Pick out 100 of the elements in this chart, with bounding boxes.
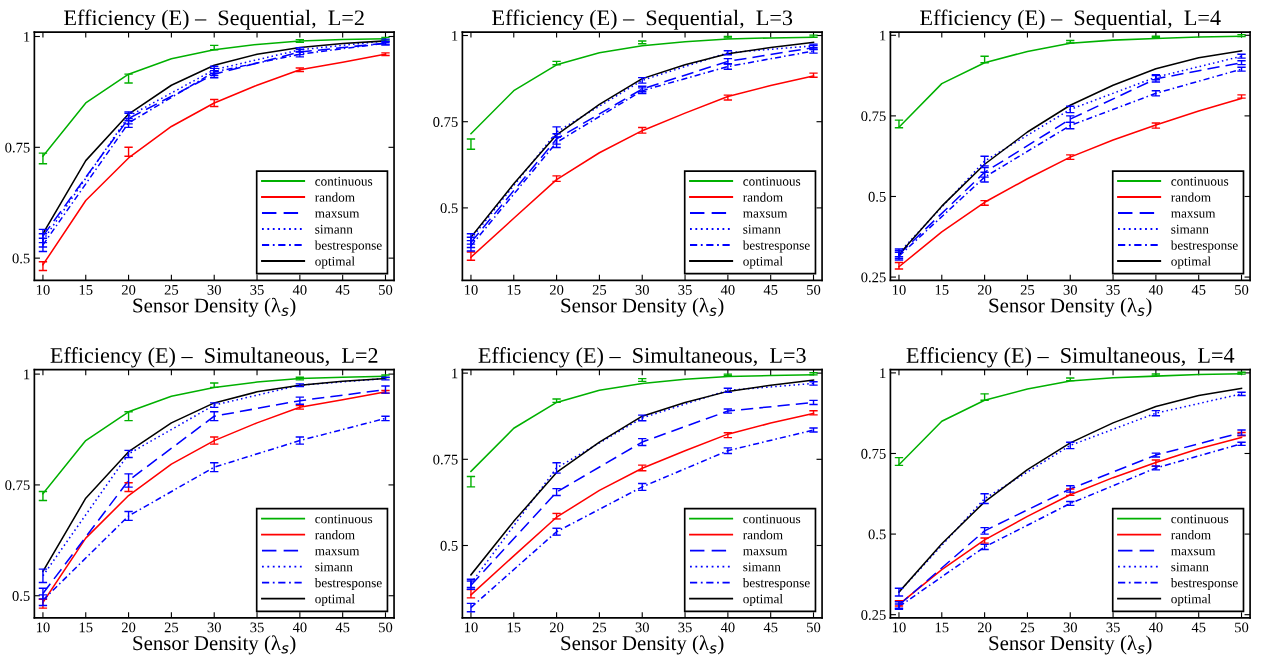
y-tick-label: 1 bbox=[880, 30, 886, 41]
x-tick-label: 45 bbox=[1191, 284, 1206, 295]
y-tick-label: 0.5 bbox=[440, 540, 458, 551]
x-tick-label: 10 bbox=[36, 622, 50, 633]
x-axis-title: Sensor Density (λ$_{s}$) bbox=[561, 297, 724, 317]
x-tick-label: 45 bbox=[335, 622, 350, 633]
legend-label: bestresponse bbox=[314, 240, 382, 253]
x-tick-label: 15 bbox=[507, 622, 521, 633]
x-tick-label: 20 bbox=[549, 284, 564, 295]
legend-label: bestresponse bbox=[314, 578, 382, 591]
y-tick-label: 0.75 bbox=[5, 480, 30, 491]
legend-label: maxsum bbox=[1171, 211, 1216, 218]
legend-label: optimal bbox=[1171, 594, 1211, 607]
y-tick-label: 0.5 bbox=[868, 529, 886, 540]
legend-label: simann bbox=[315, 562, 353, 572]
x-tick-label: 35 bbox=[1106, 284, 1120, 295]
legend-label: maxsum bbox=[315, 548, 360, 556]
x-tick-label: 30 bbox=[207, 284, 221, 295]
x-tick-label: 15 bbox=[507, 284, 521, 295]
legend-label: random bbox=[1171, 530, 1211, 540]
legend-label: simann bbox=[1171, 224, 1209, 234]
x-tick-label: 30 bbox=[635, 284, 649, 295]
y-tick-label: 0.75 bbox=[433, 454, 458, 465]
x-tick-label: 50 bbox=[807, 284, 821, 295]
x-tick-label: 40 bbox=[720, 284, 735, 295]
x-tick-label: 30 bbox=[207, 622, 221, 633]
legend-label: bestresponse bbox=[1170, 240, 1238, 253]
y-tick-label: 1 bbox=[452, 368, 458, 379]
legend-label: random bbox=[315, 192, 355, 202]
x-tick-label: 35 bbox=[1106, 622, 1120, 633]
x-tick-label: 20 bbox=[977, 622, 992, 633]
legend-label: bestresponse bbox=[742, 578, 810, 591]
legend-label: maxsum bbox=[315, 211, 360, 218]
x-tick-label: 40 bbox=[292, 622, 307, 633]
x-tick-label: 50 bbox=[807, 622, 821, 633]
legend-label: maxsum bbox=[1171, 548, 1216, 556]
x-tick-label: 35 bbox=[250, 284, 264, 295]
legend-label: continuous bbox=[315, 176, 373, 186]
x-tick-label: 45 bbox=[1191, 622, 1206, 633]
x-tick-label: 20 bbox=[121, 284, 136, 295]
legend-label: simann bbox=[743, 562, 781, 572]
x-tick-label: 25 bbox=[592, 622, 607, 633]
legend-label: bestresponse bbox=[742, 240, 810, 253]
x-tick-label: 50 bbox=[1235, 284, 1249, 295]
x-tick-label: 35 bbox=[250, 622, 264, 633]
x-tick-label: 40 bbox=[1148, 284, 1163, 295]
x-tick-label: 50 bbox=[379, 284, 393, 295]
x-tick-label: 20 bbox=[121, 622, 136, 633]
chart-title: Efficiency (E) – Sequential, L=4 bbox=[920, 9, 1221, 30]
y-tick-label: 0.75 bbox=[861, 448, 886, 459]
legend-label: continuous bbox=[1171, 176, 1229, 186]
x-tick-label: 40 bbox=[1148, 622, 1163, 633]
x-tick-label: 35 bbox=[678, 622, 692, 633]
y-tick-label: 0.75 bbox=[5, 142, 30, 153]
y-tick-label: 0.75 bbox=[433, 117, 458, 127]
x-tick-label: 15 bbox=[79, 622, 93, 633]
chart-title: Efficiency (E) – Sequential, L=2 bbox=[64, 9, 364, 30]
x-tick-label: 10 bbox=[892, 622, 906, 633]
x-tick-label: 40 bbox=[292, 284, 307, 295]
x-tick-label: 10 bbox=[464, 284, 478, 295]
legend-label: random bbox=[743, 530, 783, 540]
chart-title: Efficiency (E) – Simultaneous, L=4 bbox=[906, 347, 1235, 368]
y-tick-label: 0.5 bbox=[868, 191, 886, 202]
x-tick-label: 30 bbox=[1063, 284, 1077, 295]
x-tick-label: 50 bbox=[1235, 622, 1249, 633]
x-tick-label: 20 bbox=[549, 622, 564, 633]
legend-label: maxsum bbox=[743, 548, 788, 556]
legend-label: random bbox=[1171, 192, 1211, 202]
legend-label: continuous bbox=[743, 514, 801, 524]
x-tick-label: 25 bbox=[164, 284, 179, 295]
legend-label: optimal bbox=[743, 256, 783, 269]
chart-title: Efficiency (E) – Simultaneous, L=2 bbox=[50, 347, 378, 368]
x-tick-label: 25 bbox=[1020, 284, 1035, 295]
y-tick-label: 0.5 bbox=[440, 203, 458, 214]
x-axis-title: Sensor Density (λ$_{s}$) bbox=[561, 635, 724, 655]
x-tick-label: 45 bbox=[335, 284, 350, 295]
x-tick-label: 30 bbox=[635, 622, 649, 633]
x-tick-label: 30 bbox=[1063, 622, 1077, 633]
x-tick-label: 20 bbox=[977, 284, 992, 295]
x-tick-label: 45 bbox=[763, 284, 778, 295]
y-tick-label: 0.25 bbox=[861, 610, 886, 620]
y-tick-label: 0.5 bbox=[12, 591, 30, 601]
y-tick-label: 0.25 bbox=[861, 272, 886, 283]
x-tick-label: 50 bbox=[379, 622, 393, 633]
legend-label: simann bbox=[1171, 562, 1209, 572]
chart-title: Efficiency (E) – Simultaneous, L=3 bbox=[478, 347, 806, 368]
x-tick-label: 45 bbox=[763, 622, 778, 633]
x-tick-label: 15 bbox=[79, 284, 93, 295]
y-tick-label: 1 bbox=[24, 369, 30, 380]
y-tick-label: 1 bbox=[452, 30, 458, 41]
legend-label: continuous bbox=[1171, 514, 1229, 524]
y-tick-label: 1 bbox=[24, 31, 30, 42]
legend-label: optimal bbox=[315, 256, 355, 269]
x-axis-title: Sensor Density (λ$_{s}$) bbox=[133, 635, 296, 655]
x-tick-label: 35 bbox=[678, 284, 692, 295]
legend-label: random bbox=[315, 530, 355, 540]
x-tick-label: 40 bbox=[720, 622, 735, 633]
legend-label: simann bbox=[315, 224, 353, 234]
x-tick-label: 10 bbox=[36, 284, 50, 295]
chart-title: Efficiency (E) – Sequential, L=3 bbox=[492, 9, 793, 30]
